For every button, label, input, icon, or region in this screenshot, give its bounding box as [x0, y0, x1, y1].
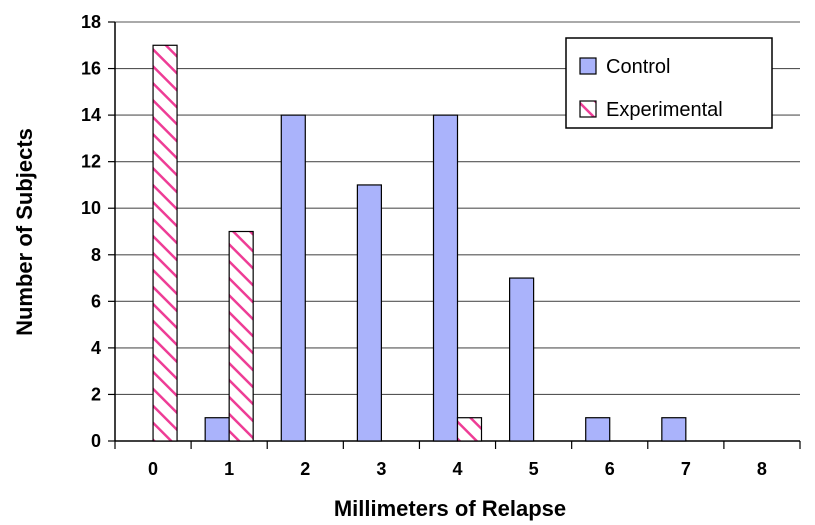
y-tick-label-12: 12 [81, 152, 101, 172]
x-tick-label-7: 7 [681, 459, 691, 479]
bar-experimental-0 [152, 44, 178, 442]
y-tick-label-6: 6 [91, 291, 101, 311]
y-tick-label-16: 16 [81, 59, 101, 79]
bar-control-5 [509, 277, 535, 442]
x-tick-label-0: 0 [148, 459, 158, 479]
x-tick-label-4: 4 [452, 459, 462, 479]
y-tick-label-0: 0 [91, 431, 101, 451]
bar-control-6 [585, 417, 611, 442]
bar-control-4 [432, 114, 459, 442]
legend-box [565, 37, 773, 129]
bars [152, 44, 687, 442]
bar-experimental-4 [456, 417, 483, 442]
x-axis-title: Millimeters of Relapse [334, 496, 566, 521]
bar-experimental-1 [228, 230, 254, 442]
legend-swatch-experimental [579, 100, 597, 118]
x-tick-label-8: 8 [757, 459, 767, 479]
x-tick-label-2: 2 [300, 459, 310, 479]
x-tick-label-6: 6 [605, 459, 615, 479]
bar-control-1 [204, 417, 230, 442]
y-tick-label-18: 18 [81, 12, 101, 32]
bar-control-3 [356, 184, 382, 442]
y-tick-label-4: 4 [91, 338, 101, 358]
legend-swatch-control [579, 57, 597, 75]
y-tick-label-2: 2 [91, 384, 101, 404]
x-tick-label-1: 1 [224, 459, 234, 479]
y-tick-label-14: 14 [81, 105, 101, 125]
y-tick-label-8: 8 [91, 245, 101, 265]
x-tick-label-5: 5 [529, 459, 539, 479]
x-tick-label-3: 3 [376, 459, 386, 479]
y-axis-title: Number of Subjects [12, 128, 37, 336]
bar-control-2 [280, 114, 306, 442]
legend: Control Experimental [565, 37, 773, 129]
y-tick-label-10: 10 [81, 198, 101, 218]
bar-control-7 [661, 417, 687, 442]
legend-label-experimental: Experimental [606, 99, 723, 121]
legend-label-control: Control [606, 56, 670, 78]
